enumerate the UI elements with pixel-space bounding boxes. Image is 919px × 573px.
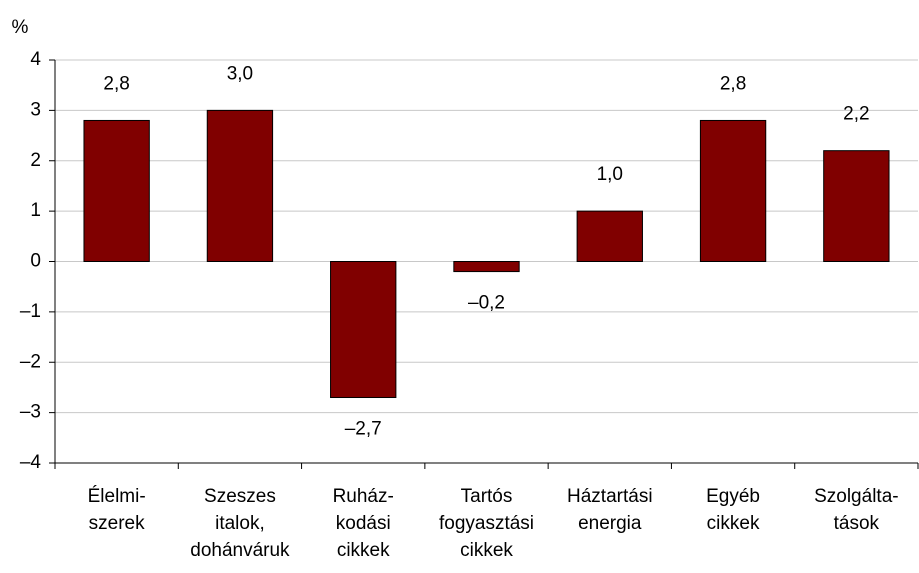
x-tick-label: Élelmi- [88, 486, 146, 507]
data-label: 2,8 [103, 73, 129, 94]
data-label: 3,0 [227, 63, 253, 84]
y-tick-label: 0 [30, 251, 41, 272]
x-tick-label: Háztartási [567, 486, 653, 507]
x-tick-label: cikkek [707, 513, 760, 534]
x-tick-label: kodási [336, 513, 391, 534]
data-label: –2,7 [345, 419, 382, 440]
y-tick-label: 1 [30, 200, 41, 221]
data-label: –0,2 [468, 293, 505, 314]
data-label: 2,8 [720, 73, 746, 94]
bar [823, 150, 890, 262]
y-tick-label: –2 [20, 351, 41, 372]
bar [330, 261, 397, 399]
x-tick-label: cikkek [460, 540, 513, 561]
x-tick-label: energia [578, 513, 642, 534]
x-tick-label: fogyasztási [439, 513, 534, 534]
data-label: 2,2 [843, 104, 869, 125]
y-tick-label: 3 [30, 99, 41, 120]
x-tick-label: Szolgálta- [814, 486, 899, 507]
data-label: 1,0 [597, 164, 623, 185]
bar [453, 261, 520, 273]
bar [83, 119, 150, 262]
bar [206, 109, 274, 262]
y-tick-label: –4 [20, 452, 42, 473]
y-tick-label: –3 [20, 402, 41, 423]
x-tick-label: szerek [89, 513, 145, 534]
bar [699, 119, 767, 262]
x-tick-label: tások [834, 513, 880, 534]
y-tick-label: 4 [30, 49, 41, 70]
x-tick-label: cikkek [337, 540, 390, 561]
y-tick-label: 2 [30, 150, 41, 171]
x-tick-label: Ruház- [333, 486, 394, 507]
x-tick-label: italok, [215, 513, 265, 534]
x-tick-label: Szeszes [204, 486, 276, 507]
x-tick-label: Tartós [461, 486, 513, 507]
x-tick-label: dohánváruk [190, 540, 290, 561]
bar [576, 210, 643, 262]
y-tick-label: –1 [20, 301, 41, 322]
x-tick-label: Egyéb [706, 486, 760, 507]
y-axis-label: % [12, 17, 29, 38]
